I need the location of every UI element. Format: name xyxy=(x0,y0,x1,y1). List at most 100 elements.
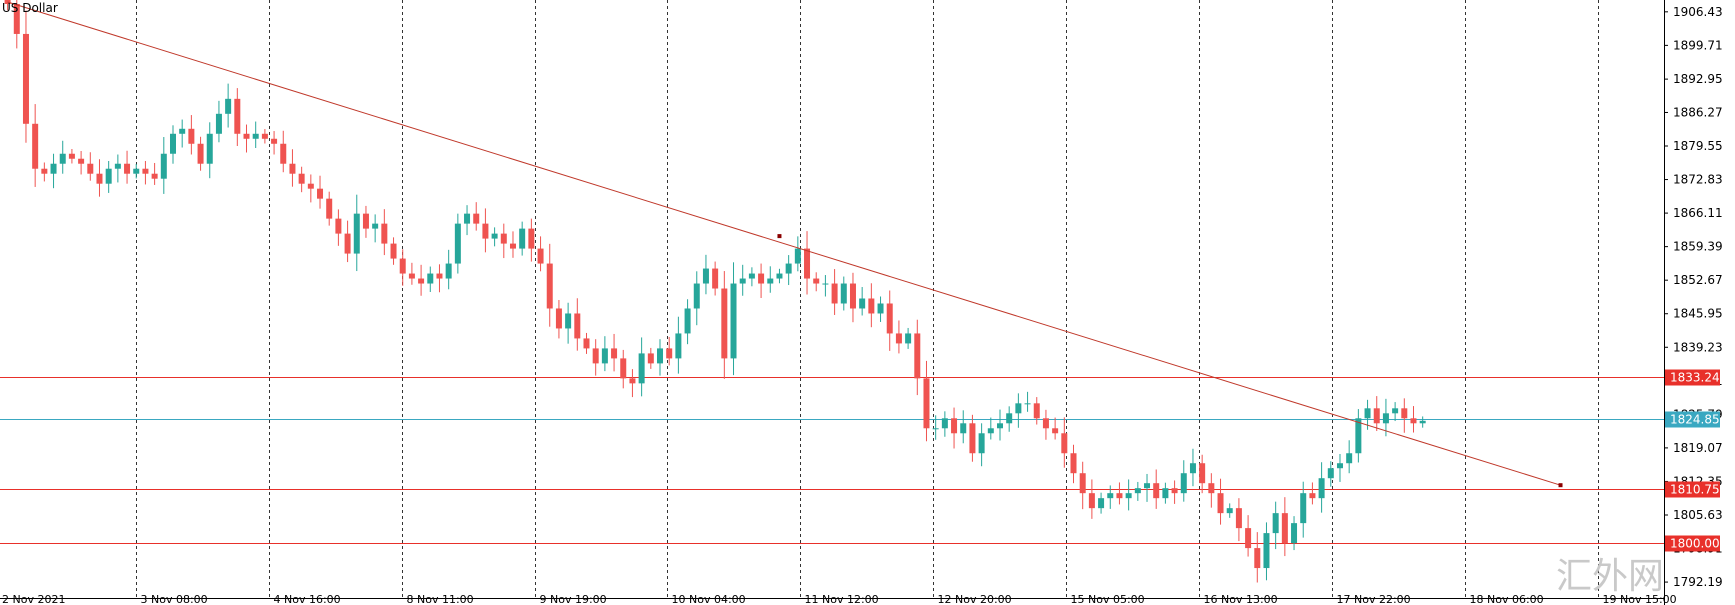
candle-up xyxy=(1327,468,1334,479)
candle-up xyxy=(1024,403,1031,405)
candle-down xyxy=(1116,493,1123,499)
candle-down xyxy=(307,183,314,189)
candle-up xyxy=(978,433,985,454)
candle-up xyxy=(445,263,452,279)
candle-up xyxy=(454,223,461,264)
candle-down xyxy=(390,243,397,259)
candle-down xyxy=(537,248,544,264)
candle-down xyxy=(1254,548,1261,569)
candle-down xyxy=(96,173,103,184)
candle-down xyxy=(555,308,562,329)
candle-down xyxy=(418,278,425,284)
candle-up xyxy=(987,428,994,434)
candle-down xyxy=(1052,428,1059,434)
price-label: 1819.07 xyxy=(1673,441,1723,455)
candle-up xyxy=(1291,523,1298,544)
time-label: 2 Nov 2021 xyxy=(2,593,65,605)
level-tag xyxy=(1665,411,1720,428)
candle-down xyxy=(197,143,204,164)
candle-up xyxy=(1346,453,1353,464)
candle-down xyxy=(647,353,654,364)
candle-down xyxy=(951,418,958,434)
candle-up xyxy=(601,348,608,364)
candle-down xyxy=(1245,528,1252,549)
candle-up xyxy=(730,283,737,359)
candle-down xyxy=(509,243,516,249)
candle-down xyxy=(317,188,324,199)
candle-up xyxy=(353,213,360,254)
candle-up xyxy=(1364,408,1371,419)
level-tag-label: 1810.75 xyxy=(1670,483,1720,497)
candle-up xyxy=(133,168,140,174)
candle-up xyxy=(877,303,884,314)
level-tag-label: 1833.24 xyxy=(1670,371,1720,385)
candle-down xyxy=(574,313,581,339)
level-tag xyxy=(1665,369,1720,386)
candle-up xyxy=(1336,463,1343,469)
candle-down xyxy=(1079,473,1086,494)
candle-up xyxy=(1382,413,1389,424)
candle-up xyxy=(905,333,912,344)
price-label: 1859.39 xyxy=(1673,240,1723,254)
candle-down xyxy=(1208,483,1215,494)
time-label: 10 Nov 04:00 xyxy=(672,593,746,605)
candle-down xyxy=(335,218,342,234)
candle-up xyxy=(491,233,498,239)
candle-up xyxy=(427,273,434,284)
candle-down xyxy=(473,213,480,224)
candle-up xyxy=(693,283,700,309)
candle-up xyxy=(1134,488,1141,494)
candle-up xyxy=(1162,488,1169,499)
candle-down xyxy=(914,333,921,379)
price-label: 1845.95 xyxy=(1673,307,1723,321)
trendline xyxy=(7,1,1563,488)
candle-up xyxy=(776,273,783,279)
candle-down xyxy=(87,163,94,174)
candle-down xyxy=(528,228,535,249)
candle-up xyxy=(822,283,829,285)
candle-up xyxy=(1098,498,1105,509)
candle-down xyxy=(482,223,489,239)
candle-down xyxy=(1281,513,1288,544)
candle-down xyxy=(142,168,149,174)
price-label: 1792.19 xyxy=(1673,575,1723,589)
candle-down xyxy=(666,348,673,359)
candle-down xyxy=(758,273,765,284)
candle-down xyxy=(32,123,39,169)
candle-up xyxy=(372,223,379,229)
candle-down xyxy=(362,213,369,229)
candle-up xyxy=(1006,413,1013,424)
candle-up xyxy=(105,168,112,184)
candle-up xyxy=(941,418,948,429)
candles xyxy=(4,0,1426,583)
candle-down xyxy=(500,233,507,244)
time-axis: 2 Nov 2021 3 Nov 08:00 4 Nov 16:00 8 Nov 11… xyxy=(2,593,1677,605)
candle-down xyxy=(436,273,443,279)
time-label: 11 Nov 12:00 xyxy=(805,593,879,605)
candle-down xyxy=(188,128,195,144)
candle-down xyxy=(849,283,856,309)
candle-down xyxy=(1153,483,1160,499)
candle-up xyxy=(767,278,774,284)
level-tag-label: 1800.00 xyxy=(1670,537,1720,551)
candle-up xyxy=(1125,493,1132,499)
candle-down xyxy=(280,143,287,164)
candle-down xyxy=(1033,403,1040,419)
candle-up xyxy=(1180,473,1187,494)
candle-down xyxy=(68,153,75,159)
candle-up xyxy=(748,273,755,279)
candle-up xyxy=(565,313,572,329)
time-label: 16 Nov 13:00 xyxy=(1204,593,1278,605)
candle-up xyxy=(1300,493,1307,524)
candle-down xyxy=(583,338,590,349)
candle-down xyxy=(1235,508,1242,529)
candle-up xyxy=(657,348,664,364)
candle-down xyxy=(629,378,636,384)
candle-up xyxy=(859,298,866,309)
candle-down xyxy=(831,283,838,304)
price-label: 1879.55 xyxy=(1673,139,1723,153)
price-label: 1899.71 xyxy=(1673,38,1723,52)
candle-up xyxy=(1015,403,1022,414)
candle-up xyxy=(160,153,167,179)
candle-up xyxy=(179,128,186,134)
